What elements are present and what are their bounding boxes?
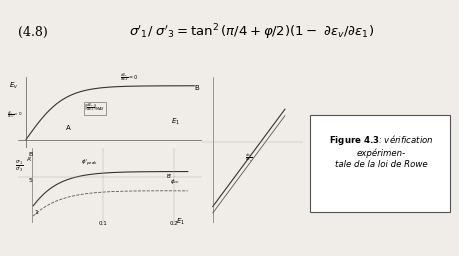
- Text: $\frac{\sigma'_1}{\sigma'_3}$: $\frac{\sigma'_1}{\sigma'_3}$: [15, 159, 24, 174]
- Text: $\phi'_{peak}$: $\phi'_{peak}$: [81, 157, 97, 168]
- Text: A': A': [27, 157, 33, 162]
- Text: $\phi_{cv}$: $\phi_{cv}$: [170, 177, 180, 186]
- Text: B: B: [28, 152, 33, 157]
- Text: 0.1: 0.1: [99, 221, 107, 226]
- Text: $\left|\frac{dE_v}{dE1}\right|_{MAX}$: $\left|\frac{dE_v}{dE1}\right|_{MAX}$: [84, 102, 106, 114]
- Text: 1: 1: [34, 210, 38, 215]
- Text: $\frac{dE_v}{dE1}=0$: $\frac{dE_v}{dE1}=0$: [7, 109, 22, 121]
- Text: 5: 5: [28, 178, 33, 183]
- Text: $E_1$: $E_1$: [176, 217, 185, 227]
- Text: $\frac{dE_v}{dE1}=0$: $\frac{dE_v}{dE1}=0$: [120, 71, 138, 83]
- Text: A: A: [66, 125, 71, 131]
- Text: $E_1$: $E_1$: [171, 116, 180, 127]
- Text: B': B': [167, 174, 172, 179]
- Text: $\mathbf{Figure\ 4.3}$: vérification expérimen-
tale de la loi de Rowe: $\mathbf{Figure\ 4.3}$: vérification exp…: [329, 133, 433, 169]
- FancyBboxPatch shape: [310, 115, 450, 212]
- Text: B: B: [194, 85, 199, 91]
- Text: $E_v$: $E_v$: [9, 81, 18, 91]
- Text: 0.2: 0.2: [169, 221, 178, 226]
- Text: $\frac{d\varepsilon_v}{d\varepsilon_1}$: $\frac{d\varepsilon_v}{d\varepsilon_1}$: [245, 151, 253, 164]
- Text: (4.8): (4.8): [18, 26, 48, 39]
- Text: $\sigma'_1/\ \sigma'_3=\tan^2(\pi/4+\varphi/2)(1-\ \partial\varepsilon_v/\partia: $\sigma'_1/\ \sigma'_3=\tan^2(\pi/4+\var…: [129, 23, 374, 42]
